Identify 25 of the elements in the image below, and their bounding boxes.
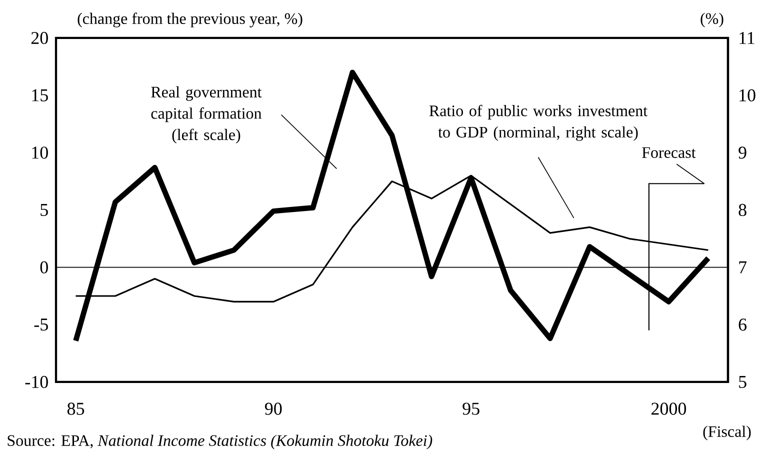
x-axis-title: (Fiscal) [703,426,751,440]
series-label: Real government capital formation (left scale) [151,86,262,144]
y2-tick-label: 6 [738,318,747,331]
text: Ratio of public works investment to GDP (norminal, right scale) [429,104,648,141]
y-tick-label: 10 [32,146,48,159]
x-tick-label: 90 [265,402,282,415]
y-tick-label: 20 [31,32,48,44]
x-tick-label: 85 [67,402,84,415]
y2-tick-label: 9 [738,146,746,159]
x-tick-label: 2000 [651,402,686,415]
x-tick-label: 95 [462,402,480,415]
y2-tick-label: 5 [739,376,746,388]
source-note: Source: EPA, National Income Statistics (Kokumin Shotoku Tokei) [8,434,432,450]
y-tick-label: 0 [40,261,48,274]
y2-tick-label: 8 [738,204,746,216]
ref-line-label: Forecast [642,147,696,158]
y-tick-label: 5 [40,204,48,216]
y2-tick-label: 11 [740,32,754,44]
y-tick-label: 15 [32,89,48,102]
y-tick-label: -5 [34,318,48,331]
y-tick-label: -10 [25,376,48,388]
y2-tick-label: 7 [739,261,747,274]
y2-axis-title: (%) [700,12,724,28]
y-axis-title: (change from the previous year, %) [78,12,302,28]
y2-tick-label: 10 [740,89,756,102]
